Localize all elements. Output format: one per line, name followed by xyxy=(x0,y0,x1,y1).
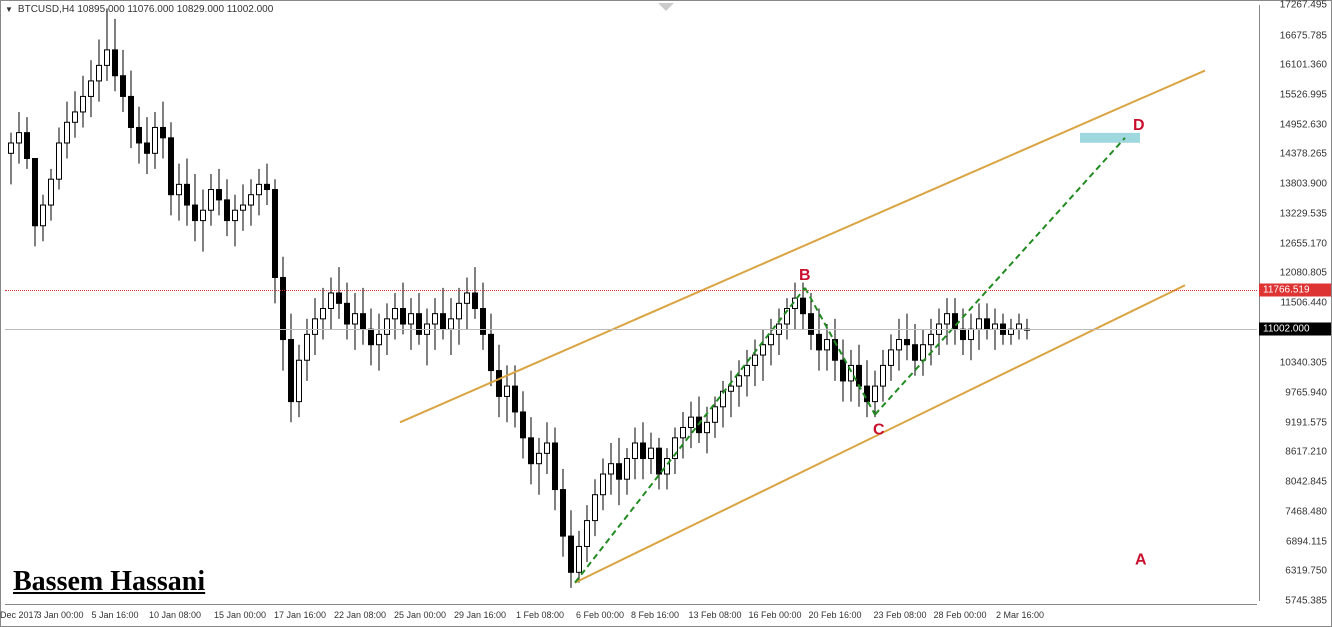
chart-header: ▼ BTCUSD,H4 10895.000 11076.000 10829.00… xyxy=(5,4,273,15)
time-tick: 20 Feb 16:00 xyxy=(808,610,861,620)
chart-container: ▼ BTCUSD,H4 10895.000 11076.000 10829.00… xyxy=(0,0,1332,627)
svg-text:B: B xyxy=(799,267,811,284)
time-tick: 1 Feb 08:00 xyxy=(516,610,564,620)
price-axis: 17267.49516675.78516101.36015526.9951495… xyxy=(1259,5,1331,601)
price-tick: 15526.995 xyxy=(1280,90,1327,101)
time-tick: 6 Feb 00:00 xyxy=(576,610,624,620)
price-tick: 8042.845 xyxy=(1285,477,1327,488)
symbol-ohlc: BTCUSD,H4 10895.000 11076.000 10829.000 … xyxy=(18,4,273,15)
price-tick: 11506.440 xyxy=(1280,298,1327,309)
time-tick: 15 Jan 00:00 xyxy=(214,610,266,620)
price-tick: 8617.210 xyxy=(1285,447,1327,458)
time-tick: 5 Jan 16:00 xyxy=(91,610,138,620)
time-tick: 17 Jan 16:00 xyxy=(274,610,326,620)
price-tick: 9191.575 xyxy=(1285,417,1327,428)
price-tick: 16101.360 xyxy=(1280,60,1327,71)
price-tick: 17267.495 xyxy=(1280,0,1327,11)
price-tick: 6319.750 xyxy=(1285,566,1327,577)
last-price-line xyxy=(5,329,1257,330)
time-tick: 16 Feb 00:00 xyxy=(748,610,801,620)
time-tick: 22 Jan 08:00 xyxy=(334,610,386,620)
time-tick: 13 Feb 08:00 xyxy=(688,610,741,620)
price-tick: 14378.265 xyxy=(1280,149,1327,160)
price-tick: 13229.535 xyxy=(1280,208,1327,219)
time-tick: 23 Feb 08:00 xyxy=(873,610,926,620)
price-tick: 16675.785 xyxy=(1280,30,1327,41)
price-tick: 9765.940 xyxy=(1285,388,1327,399)
time-tick: 10 Jan 08:00 xyxy=(149,610,201,620)
price-tick: 13803.900 xyxy=(1280,179,1327,190)
time-tick: 29 Jan 16:00 xyxy=(454,610,506,620)
time-tick: 2 Mar 16:00 xyxy=(996,610,1044,620)
time-tick: 8 Feb 16:00 xyxy=(631,610,679,620)
price-tick: 10340.305 xyxy=(1280,358,1327,369)
time-tick: 25 Jan 00:00 xyxy=(394,610,446,620)
time-tick: 28 Feb 00:00 xyxy=(933,610,986,620)
author-watermark: Bassem Hassani xyxy=(13,566,205,598)
last-price-label: 11002.000 xyxy=(1259,323,1331,336)
price-tick: 12080.805 xyxy=(1280,268,1327,279)
bid-price-line xyxy=(5,290,1257,291)
price-tick: 6894.115 xyxy=(1286,536,1327,547)
svg-text:D: D xyxy=(1133,117,1145,134)
svg-text:A: A xyxy=(1135,552,1147,569)
dropdown-icon[interactable]: ▼ xyxy=(5,5,13,14)
price-tick: 14952.630 xyxy=(1280,119,1327,130)
time-axis: 28 Dec 20173 Jan 00:005 Jan 16:0010 Jan … xyxy=(5,604,1257,626)
time-tick: 28 Dec 2017 xyxy=(0,610,39,620)
bid-price-label: 11766.519 xyxy=(1259,283,1331,296)
price-tick: 12655.170 xyxy=(1280,238,1327,249)
time-tick: 3 Jan 00:00 xyxy=(36,610,83,620)
price-tick: 5745.385 xyxy=(1285,596,1327,607)
chart-plot-area[interactable]: A B C D xyxy=(5,5,1257,601)
svg-text:C: C xyxy=(873,422,885,439)
chart-svg: A B C D xyxy=(5,5,1257,601)
price-tick: 7468.480 xyxy=(1285,506,1327,517)
